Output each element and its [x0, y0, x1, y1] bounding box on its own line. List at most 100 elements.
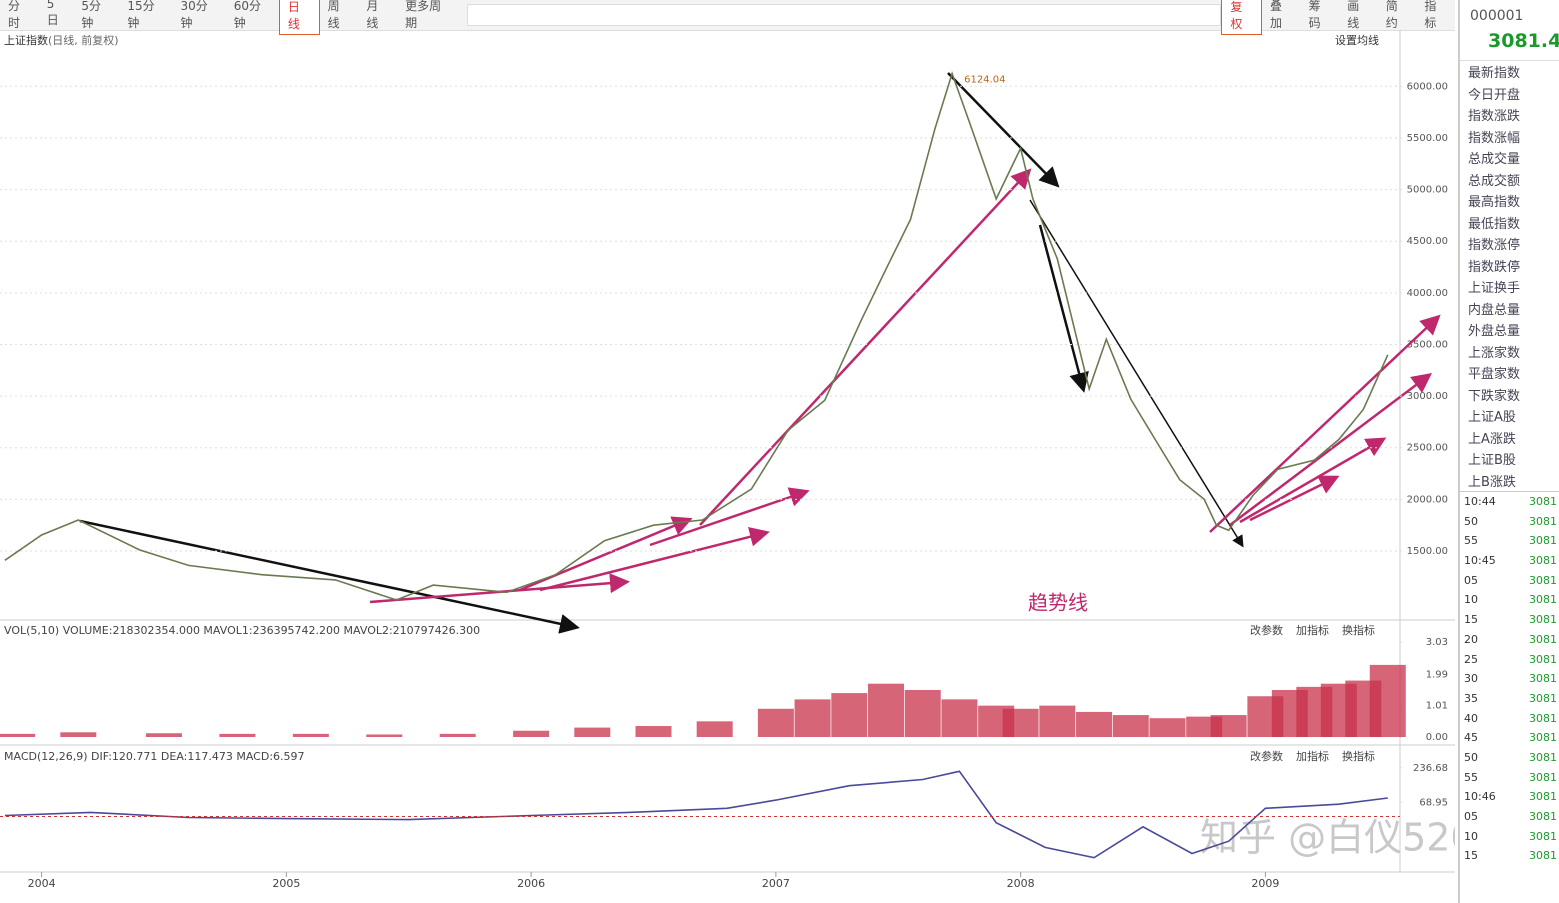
quote-label: 指数涨停 — [1468, 238, 1521, 253]
y-tick-label: 2500.00 — [1407, 443, 1448, 454]
price-line — [4, 770, 1388, 859]
tick-time: 10:46 — [1464, 790, 1496, 804]
period-tab[interactable]: 更多周期 — [405, 0, 442, 30]
quote-label: 最高指数 — [1468, 195, 1521, 210]
tick-row: 50 3081 — [1460, 748, 1559, 768]
panel-button[interactable]: 改参数 — [1250, 623, 1283, 637]
tick-price: 3081 — [1529, 770, 1557, 784]
tick-price: 3081 — [1529, 514, 1557, 528]
period-tab[interactable]: 分时 — [8, 0, 21, 30]
toolbar: 分时 5日 5分钟 15分钟 30分钟 60分钟 日线 周线 月线 更多周期 复权 叠加 筹码 画线 简约指… — [0, 0, 1455, 35]
tick-row: 50 3081 — [1460, 512, 1559, 532]
trend-lines — [79, 72, 1441, 634]
volume-bar — [145, 733, 182, 737]
macd-header: MACD(12,26,9) DIF:120.771 DEA:117.473 MA… — [4, 750, 305, 763]
tick-time: 55 — [1464, 770, 1478, 784]
tick-row: 10:46 3081 — [1460, 787, 1559, 807]
tool-button[interactable]: 筹码 — [1308, 0, 1321, 30]
tool-button[interactable]: 指标 — [1424, 0, 1437, 30]
plot-frame — [0, 30, 1400, 903]
y-tick-label: 68.95 — [1419, 797, 1448, 808]
tick-time: 25 — [1464, 652, 1478, 666]
tool-button[interactable]: 简约 — [1385, 0, 1398, 30]
quote-label: 上A涨跌 — [1468, 431, 1516, 447]
tick-time: 55 — [1464, 534, 1478, 548]
tick-time: 50 — [1464, 750, 1478, 764]
volume-bar — [904, 689, 941, 737]
tick-price: 3081 — [1529, 672, 1557, 686]
vol-header: VOL(5,10) VOLUME:218302354.000 MAVOL1:23… — [4, 624, 480, 637]
x-tick-label: 2007 — [762, 877, 790, 890]
tick-price: 3081 — [1529, 495, 1557, 508]
panel-button[interactable]: 换指标 — [1342, 623, 1375, 637]
quote-label: 最低指数 — [1468, 216, 1521, 232]
quote-label: 上证B股 — [1468, 453, 1516, 468]
x-tick-label: 2005 — [272, 877, 300, 890]
period-tab[interactable]: 月线 — [366, 0, 379, 30]
volume-bar — [0, 733, 36, 737]
period-tab[interactable]: 周线 — [327, 0, 340, 30]
tick-time: 05 — [1464, 573, 1478, 587]
tick-row: 15 3081 — [1460, 610, 1559, 630]
volume-bar — [513, 730, 550, 737]
period-tab[interactable]: 15分钟 — [127, 0, 155, 30]
tick-price: 3081 — [1529, 573, 1557, 587]
tick-row: 40 3081 — [1460, 709, 1559, 729]
price: 3081.4 — [1488, 30, 1559, 52]
x-tick-label: 2009 — [1251, 877, 1279, 890]
code: 000001 — [1470, 8, 1524, 24]
chart-title: 上证指数 — [4, 33, 48, 47]
quote-label: 平盘家数 — [1468, 367, 1521, 382]
panel-button[interactable]: 加指标 — [1296, 749, 1329, 763]
x-tick-label: 2006 — [517, 877, 545, 890]
tick-row: 10:44 3081 — [1460, 492, 1559, 512]
volume-bar — [1039, 705, 1076, 737]
tick-time: 10:44 — [1464, 495, 1496, 508]
tick-row: 05 3081 — [1460, 807, 1559, 827]
volume-bar — [60, 732, 97, 737]
period-tab[interactable]: 30分钟 — [180, 0, 208, 30]
tick-price: 3081 — [1529, 613, 1557, 627]
tick-time: 05 — [1464, 810, 1478, 823]
tick-price: 3081 — [1529, 593, 1557, 607]
quote-label: 上涨家数 — [1468, 345, 1521, 361]
chart: 上证指数 (日线, 前复权) 设置均线 VOL(5,10) VOLUME:218… — [0, 30, 1455, 903]
tool-button[interactable]: 叠加 — [1269, 0, 1282, 30]
volume-bar — [757, 708, 794, 737]
tick-time: 10 — [1464, 829, 1478, 843]
ma-setting[interactable]: 设置均线 — [1335, 33, 1379, 47]
period-tab[interactable]: 日线 — [278, 0, 320, 35]
period-tab[interactable]: 5日 — [46, 0, 59, 27]
volume-bar — [831, 693, 868, 737]
quote-label: 指数涨跌 — [1468, 109, 1521, 124]
tool-button[interactable]: 画线 — [1347, 0, 1360, 30]
volume-bar — [941, 699, 978, 737]
tick-time: 15 — [1464, 613, 1478, 627]
y-tick-label: 3.03 — [1426, 637, 1448, 648]
volume-bar — [635, 726, 672, 737]
tick-price: 3081 — [1529, 652, 1557, 666]
tick-price: 3081 — [1529, 790, 1557, 804]
period-tab[interactable]: 5分钟 — [81, 0, 101, 30]
panel-button[interactable]: 改参数 — [1250, 749, 1283, 763]
y-tick-label: 1.99 — [1426, 670, 1448, 681]
volume-bar — [574, 727, 611, 737]
panel-button[interactable]: 换指标 — [1342, 749, 1375, 763]
quote-label: 上B涨跌 — [1468, 474, 1516, 490]
tick-time: 30 — [1464, 672, 1478, 686]
tick-price: 3081 — [1529, 632, 1557, 646]
period-tab[interactable]: 60分钟 — [233, 0, 261, 30]
tick-time: 45 — [1464, 731, 1478, 745]
quote-label: 指数跌停 — [1468, 259, 1521, 275]
tick-row: 20 3081 — [1460, 630, 1559, 650]
volume-bar — [1112, 715, 1149, 737]
tick-row: 05 3081 — [1460, 571, 1559, 591]
panel-button[interactable]: 加指标 — [1296, 623, 1329, 637]
volume-bar — [366, 734, 403, 737]
watermark: 知乎 @白仪520 — [1200, 816, 1455, 860]
x-tick-label: 2004 — [28, 877, 56, 890]
tool-button[interactable]: 复权 — [1221, 0, 1262, 35]
tick-row: 30 3081 — [1460, 669, 1559, 689]
tick-price: 3081 — [1529, 554, 1557, 568]
search-box[interactable] — [466, 4, 1222, 26]
